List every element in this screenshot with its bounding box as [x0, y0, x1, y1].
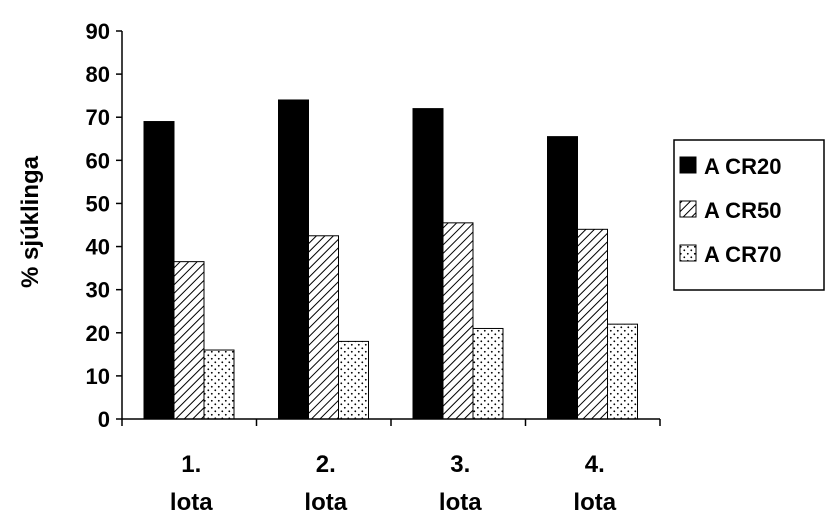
bar-a-cr70	[607, 323, 638, 420]
bar-a-cr50	[308, 235, 339, 420]
bar-a-cr20	[278, 99, 309, 420]
x-tick-label: 2. lota	[304, 451, 347, 516]
bar-a-cr70	[338, 340, 369, 420]
legend-swatch	[679, 156, 697, 174]
y-tick-label: 0	[98, 407, 110, 432]
bar-a-cr50	[577, 228, 608, 420]
legend-swatch	[679, 244, 697, 262]
x-tick-label: 3. lota	[439, 451, 482, 516]
y-tick-label: 40	[86, 235, 110, 260]
y-tick-label: 50	[86, 191, 110, 216]
bar-a-cr20	[143, 121, 175, 420]
bar-a-cr50	[173, 261, 205, 420]
y-tick-label: 30	[86, 278, 110, 303]
bar-a-cr20	[412, 108, 444, 420]
x-axis: 1. lota 2. lota 3. lota 4. lota	[121, 418, 661, 516]
y-tick-label: 90	[86, 19, 110, 44]
legend-label: A CR70	[704, 242, 781, 267]
y-tick-label: 80	[86, 62, 110, 87]
y-tick-label: 60	[86, 148, 110, 173]
bars	[143, 99, 638, 420]
y-tick-label: 70	[86, 105, 110, 130]
legend-box	[673, 139, 825, 291]
legend-swatch	[679, 200, 697, 218]
bar-a-cr50	[442, 222, 474, 420]
y-tick-label: 20	[86, 321, 110, 346]
bar-a-cr70	[203, 349, 235, 420]
y-axis-label: % sjúklinga	[17, 155, 44, 288]
bar-a-cr20	[547, 136, 578, 420]
x-tick-label: 1. lota	[170, 451, 213, 516]
x-tick-label: 4. lota	[573, 451, 616, 516]
legend-label: A CR50	[704, 198, 781, 223]
legend-label: A CR20	[704, 154, 781, 179]
y-axis: 0 10 20 30 40 50 60 70 80 90	[86, 19, 123, 432]
legend: A CR20 A CR50 A CR70	[673, 139, 825, 291]
y-tick-label: 10	[86, 364, 110, 389]
bar-a-cr70	[472, 327, 504, 420]
